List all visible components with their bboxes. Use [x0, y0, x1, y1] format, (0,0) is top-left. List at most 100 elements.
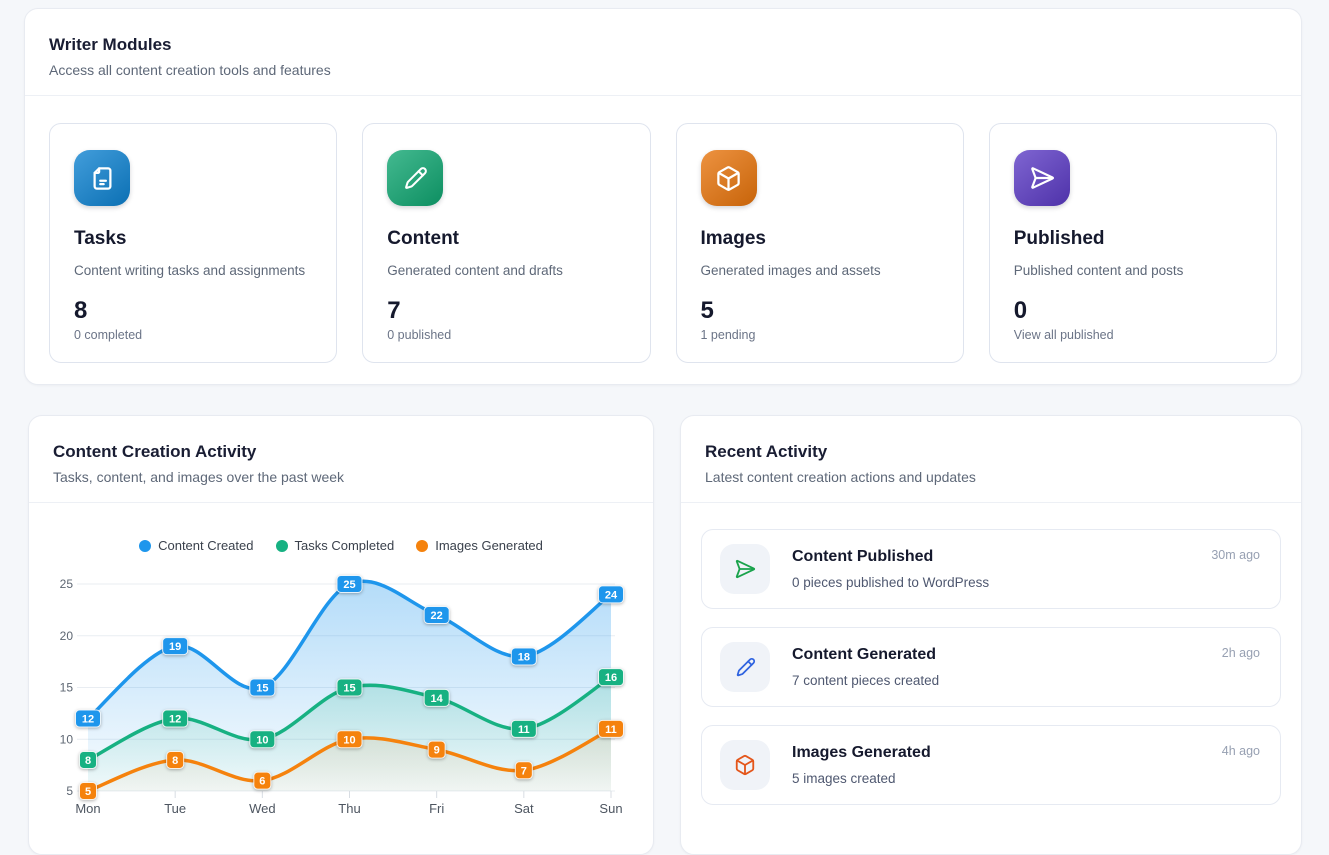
svg-text:20: 20 [60, 629, 74, 643]
svg-text:12: 12 [82, 714, 94, 726]
activity-item-content-generated[interactable]: Content Generated 7 content pieces creat… [701, 627, 1281, 707]
module-card-description: Published content and posts [1013, 263, 1184, 278]
svg-text:10: 10 [343, 734, 355, 746]
svg-text:5: 5 [66, 784, 73, 798]
svg-text:15: 15 [343, 683, 355, 695]
svg-text:Sat: Sat [514, 801, 534, 816]
svg-text:5: 5 [85, 786, 91, 798]
activity-description: 5 images created [792, 771, 896, 786]
svg-text:15: 15 [60, 681, 74, 695]
svg-text:25: 25 [60, 577, 74, 591]
writer-modules-title: Writer Modules [49, 35, 172, 54]
recent-activity-header: Recent Activity Latest content creation … [681, 416, 1301, 503]
module-card-count: 8 [74, 297, 88, 324]
pencil-icon [736, 657, 755, 676]
svg-text:8: 8 [172, 755, 178, 767]
activity-title: Content Generated [792, 646, 937, 663]
module-card-published[interactable]: Published Published content and posts 0 … [988, 123, 1277, 363]
content-activity-panel: Content Creation Activity Tasks, content… [28, 415, 654, 855]
svg-text:18: 18 [518, 651, 530, 663]
svg-text:12: 12 [169, 714, 181, 726]
module-card-count: 5 [700, 297, 714, 324]
svg-text:Fri: Fri [429, 801, 444, 816]
module-card-subtext: 1 pending [700, 328, 756, 342]
legend-label: Tasks Completed [294, 538, 395, 553]
legend-item[interactable]: Tasks Completed [275, 538, 395, 553]
content-activity-title: Content Creation Activity [53, 442, 257, 461]
module-card-subtext: 0 published [387, 328, 452, 342]
svg-text:Tue: Tue [164, 801, 186, 816]
svg-text:15: 15 [256, 683, 268, 695]
send-icon [1030, 167, 1054, 189]
send-icon [735, 559, 756, 579]
published-icon-tile [1013, 150, 1070, 206]
activity-timestamp: 4h ago [1221, 744, 1260, 758]
activity-timestamp: 2h ago [1221, 646, 1260, 660]
module-card-description: Content writing tasks and assignments [74, 263, 306, 278]
legend-item[interactable]: Content Created [139, 538, 254, 553]
legend-label: Content Created [158, 538, 254, 553]
svg-text:8: 8 [85, 755, 91, 767]
content-icon-tile [387, 150, 444, 206]
writer-modules-header: Writer Modules Access all content creati… [25, 9, 1301, 96]
module-card-content[interactable]: Content Generated content and drafts 7 0… [362, 123, 651, 363]
legend-dot [416, 539, 429, 552]
module-card-subtext: 0 completed [74, 328, 143, 342]
svg-text:10: 10 [60, 732, 74, 746]
module-card-count: 7 [387, 297, 401, 324]
legend-item[interactable]: Images Generated [416, 538, 543, 553]
recent-activity-panel: Recent Activity Latest content creation … [680, 415, 1302, 855]
activity-timestamp: 30m ago [1211, 548, 1260, 562]
module-cards-row: Tasks Content writing tasks and assignme… [25, 96, 1301, 390]
module-card-description: Generated images and assets [700, 263, 881, 278]
activity-title: Content Published [792, 548, 934, 565]
svg-text:Mon: Mon [75, 801, 100, 816]
activity-title: Images Generated [792, 744, 931, 761]
module-card-title: Tasks [74, 228, 127, 249]
recent-activity-list: Content Published 0 pieces published to … [701, 529, 1281, 823]
activity-icon-chip [720, 740, 770, 790]
recent-activity-title: Recent Activity [705, 442, 828, 461]
svg-text:6: 6 [259, 776, 265, 788]
svg-text:14: 14 [431, 693, 444, 705]
svg-text:11: 11 [518, 724, 530, 736]
module-card-title: Content [387, 228, 460, 249]
writer-modules-panel: Writer Modules Access all content creati… [24, 8, 1302, 385]
module-card-title: Images [700, 228, 766, 249]
svg-text:24: 24 [605, 589, 618, 601]
legend-label: Images Generated [435, 538, 543, 553]
module-card-count: 0 [1013, 297, 1028, 324]
content-activity-subtitle: Tasks, content, and images over the past… [53, 469, 345, 485]
legend-dot [139, 539, 152, 552]
recent-activity-subtitle: Latest content creation actions and upda… [705, 469, 976, 485]
module-card-images[interactable]: Images Generated images and assets 5 1 p… [675, 123, 964, 363]
svg-text:22: 22 [431, 610, 443, 622]
tasks-icon-tile [74, 150, 130, 206]
svg-text:9: 9 [434, 745, 440, 757]
module-card-tasks[interactable]: Tasks Content writing tasks and assignme… [49, 123, 338, 363]
legend-dot [275, 539, 288, 552]
images-icon-tile [700, 150, 757, 206]
svg-text:Sun: Sun [599, 801, 622, 816]
pencil-icon [404, 166, 427, 189]
svg-text:25: 25 [343, 579, 355, 591]
activity-description: 0 pieces published to WordPress [792, 575, 990, 590]
svg-text:7: 7 [521, 765, 527, 777]
file-text-icon [93, 166, 111, 190]
activity-icon-chip [720, 544, 770, 594]
module-card-description: Generated content and drafts [387, 263, 563, 278]
svg-text:Wed: Wed [249, 801, 276, 816]
chart-legend: Content Created Tasks Completed Images Gen… [29, 538, 653, 553]
cube-icon [717, 165, 740, 191]
module-card-subtext: View all published [1013, 328, 1114, 342]
activity-icon-chip [720, 642, 770, 692]
activity-item-content-published[interactable]: Content Published 0 pieces published to … [701, 529, 1281, 609]
cube-icon [735, 754, 755, 776]
svg-text:11: 11 [605, 724, 617, 736]
activity-item-images-generated[interactable]: Images Generated 5 images created 4h ago [701, 725, 1281, 805]
activity-line-chart: 5 10 15 20 25 Mon Tue Wed Thu Fri Sat Sun 12 19 15 25 22… [60, 575, 624, 816]
content-activity-header: Content Creation Activity Tasks, content… [29, 416, 653, 503]
svg-text:Thu: Thu [338, 801, 360, 816]
activity-description: 7 content pieces created [792, 673, 940, 688]
svg-text:19: 19 [169, 641, 181, 653]
